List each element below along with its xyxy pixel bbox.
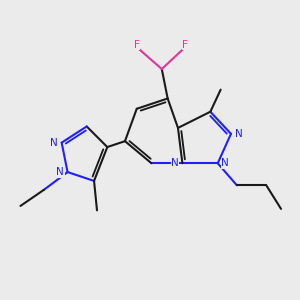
Text: N: N	[221, 158, 229, 168]
Text: N: N	[50, 138, 58, 148]
Text: N: N	[171, 158, 179, 168]
Text: F: F	[134, 40, 140, 50]
Text: N: N	[235, 129, 242, 139]
Text: N: N	[56, 167, 64, 177]
Text: F: F	[182, 40, 188, 50]
